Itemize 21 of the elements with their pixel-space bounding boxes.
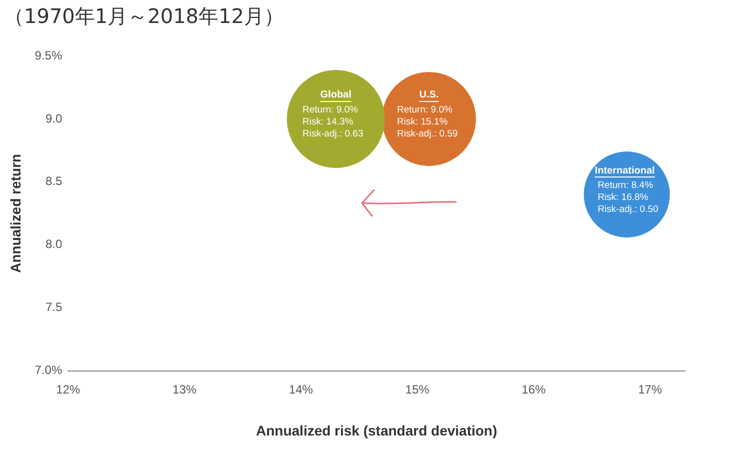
x-tick-label: 12% — [56, 382, 80, 396]
y-tick-label: 8.5 — [45, 174, 62, 188]
y-axis-title: Annualized return — [7, 154, 24, 273]
series-label: International — [594, 165, 656, 176]
x-tick-label: 13% — [172, 382, 197, 396]
data-label: Return: 9.0% Risk: 15.1% Risk-adj.: 0.59 — [396, 104, 458, 140]
series-label: U.S. — [419, 90, 439, 101]
x-tick-label: 16% — [522, 382, 546, 396]
y-tick-label: 7.0% — [34, 363, 62, 378]
data-label: Return: 8.4% Risk: 16.8% Risk-adj.: 0.50 — [598, 180, 658, 216]
y-tick-label: 9.0 — [45, 111, 62, 126]
y-tick-label: 7.5 — [45, 300, 62, 314]
chart-title: （1970年1月～2018年12月） — [4, 4, 284, 28]
x-tick-label: 15% — [405, 382, 430, 396]
x-tick-label: 17% — [638, 382, 662, 396]
y-tick-label: 9.5% — [34, 48, 62, 62]
series-label: Global — [320, 90, 352, 101]
data-label: Return: 9.0% Risk: 14.3% Risk-adj.: 0.63 — [302, 104, 364, 140]
x-tick-label: 14% — [288, 382, 314, 396]
x-axis-title: Annualized risk (standard deviation) — [256, 422, 498, 438]
y-tick-label: 8.0 — [45, 237, 62, 252]
